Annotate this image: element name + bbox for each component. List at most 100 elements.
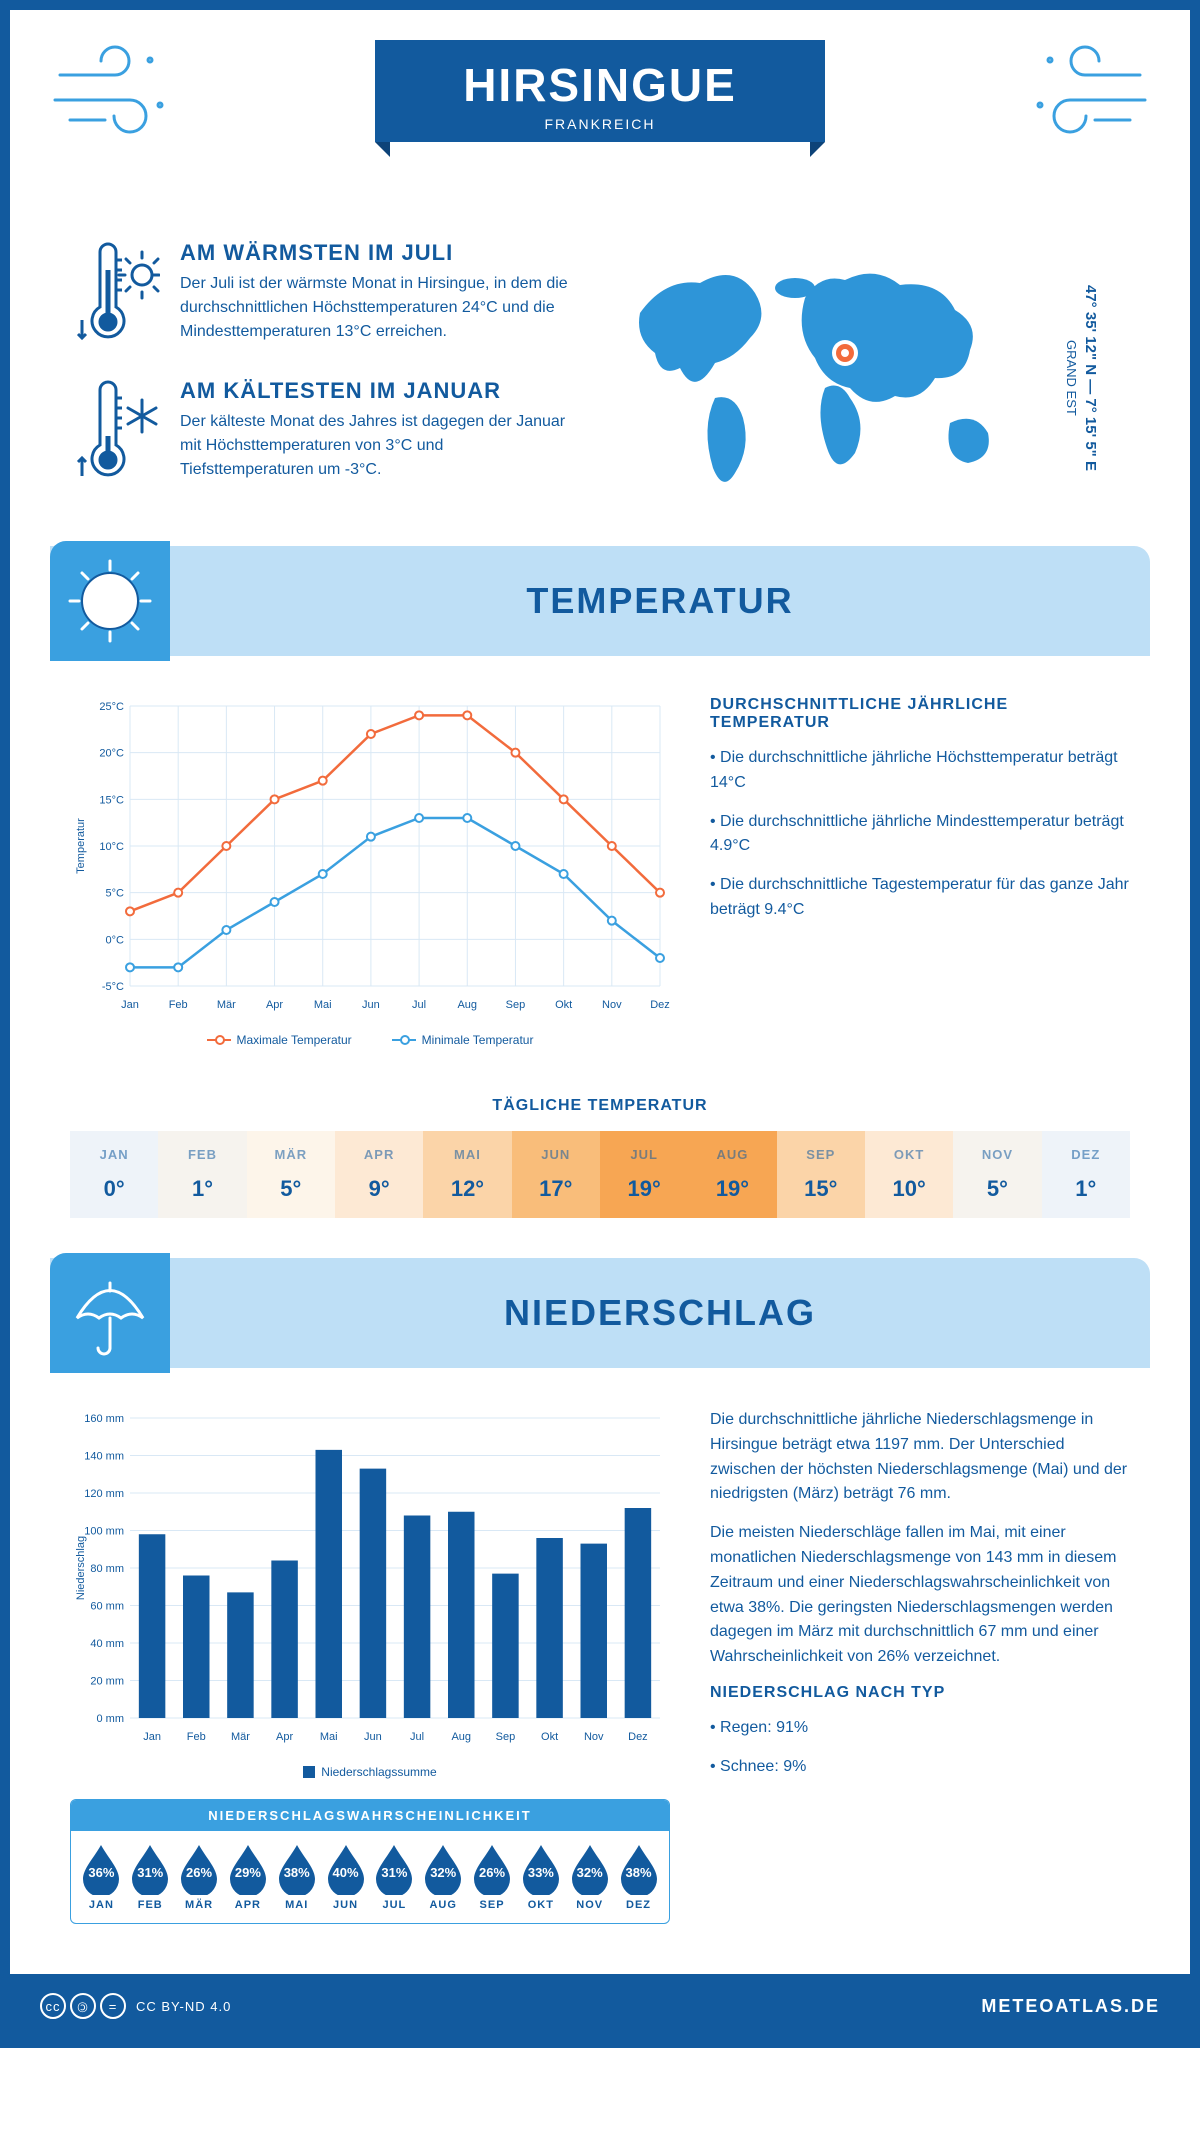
thermometer-cold-icon	[70, 378, 160, 488]
warmest-block: AM WÄRMSTEN IM JULI Der Juli ist der wär…	[70, 240, 580, 350]
svg-text:Jul: Jul	[410, 1731, 424, 1743]
prob-drop: 31%FEB	[126, 1843, 174, 1911]
svg-text:Niederschlag: Niederschlag	[75, 1536, 87, 1600]
footer: cc🄯= CC BY-ND 4.0 METEOATLAS.DE	[10, 1974, 1190, 2038]
country-subtitle: FRANKREICH	[375, 116, 825, 132]
svg-text:Dez: Dez	[628, 1731, 648, 1743]
svg-text:Nov: Nov	[584, 1731, 604, 1743]
daily-cell: MAI12°	[423, 1131, 511, 1218]
location-title: HIRSINGUE	[375, 58, 825, 112]
daily-cell: JUL19°	[600, 1131, 688, 1218]
precip-section-header: NIEDERSCHLAG	[50, 1258, 1150, 1368]
daily-cell: NOV5°	[953, 1131, 1041, 1218]
svg-text:Mai: Mai	[320, 1731, 338, 1743]
daily-cell: FEB1°	[158, 1131, 246, 1218]
svg-text:Jul: Jul	[412, 999, 426, 1011]
svg-text:15°C: 15°C	[99, 794, 124, 806]
prob-drop: 38%DEZ	[615, 1843, 663, 1911]
svg-text:160 mm: 160 mm	[84, 1413, 124, 1425]
world-map-icon	[620, 258, 1050, 498]
summary-row: AM WÄRMSTEN IM JULI Der Juli ist der wär…	[10, 210, 1190, 546]
temp-body: -5°C 0°C 5°C 10°C 15°C 20°C 25°C Jan Feb Mär Apr Ma…	[10, 676, 1190, 1067]
daily-cell: APR9°	[335, 1131, 423, 1218]
precip-body: 0 mm20 mm40 mm60 mm80 mm100 mm120 mm140 …	[10, 1388, 1190, 1944]
precipitation-bar-chart: 0 mm20 mm40 mm60 mm80 mm100 mm120 mm140 …	[70, 1408, 670, 1748]
svg-text:Feb: Feb	[187, 1731, 206, 1743]
daily-cell: MÄR5°	[247, 1131, 335, 1218]
infographic-page: HIRSINGUE FRANKREICH AM WÄRMSTEN IM JULI	[0, 0, 1200, 2048]
svg-text:Feb: Feb	[169, 999, 188, 1011]
temp-section-title: TEMPERATUR	[170, 580, 1150, 622]
temperature-line-chart: -5°C 0°C 5°C 10°C 15°C 20°C 25°C Jan Feb Mär Apr Ma…	[70, 696, 670, 1016]
wind-icon	[1020, 45, 1150, 145]
daily-temp-title: TÄGLICHE TEMPERATUR	[10, 1097, 1190, 1115]
svg-text:Jun: Jun	[364, 1731, 382, 1743]
warmest-title: AM WÄRMSTEN IM JULI	[180, 240, 580, 266]
daily-cell: SEP15°	[777, 1131, 865, 1218]
brand: METEOATLAS.DE	[981, 1996, 1160, 2017]
svg-text:10°C: 10°C	[99, 841, 124, 853]
daily-cell: JAN0°	[70, 1131, 158, 1218]
svg-text:Aug: Aug	[451, 1731, 471, 1743]
coldest-block: AM KÄLTESTEN IM JANUAR Der kälteste Mona…	[70, 378, 580, 488]
daily-temp-table: JAN0°FEB1°MÄR5°APR9°MAI12°JUN17°JUL19°AU…	[70, 1131, 1130, 1218]
temp-summary-text: DURCHSCHNITTLICHE JÄHRLICHE TEMPERATUR •…	[710, 696, 1130, 1047]
svg-text:100 mm: 100 mm	[84, 1526, 124, 1538]
svg-text:5°C: 5°C	[106, 888, 125, 900]
svg-text:Dez: Dez	[650, 999, 670, 1011]
warmest-text: Der Juli ist der wärmste Monat in Hirsin…	[180, 272, 580, 344]
svg-text:Apr: Apr	[276, 1731, 293, 1743]
svg-text:Sep: Sep	[506, 999, 526, 1011]
svg-text:Apr: Apr	[266, 999, 283, 1011]
precip-summary-text: Die durchschnittliche jährliche Niedersc…	[710, 1408, 1130, 1924]
temp-chart-legend: Maximale Temperatur Minimale Temperatur	[70, 1033, 670, 1047]
svg-text:20°C: 20°C	[99, 748, 124, 760]
svg-text:120 mm: 120 mm	[84, 1488, 124, 1500]
precip-section-title: NIEDERSCHLAG	[170, 1292, 1150, 1334]
svg-text:140 mm: 140 mm	[84, 1451, 124, 1463]
svg-text:25°C: 25°C	[99, 701, 124, 713]
svg-text:Mär: Mär	[217, 999, 236, 1011]
svg-text:0 mm: 0 mm	[97, 1713, 125, 1725]
coldest-text: Der kälteste Monat des Jahres ist dagege…	[180, 410, 580, 482]
svg-text:Temperatur: Temperatur	[75, 818, 87, 874]
thermometer-hot-icon	[70, 240, 160, 350]
prob-drop: 38%MAI	[273, 1843, 321, 1911]
svg-text:Okt: Okt	[541, 1731, 558, 1743]
prob-drop: 40%JUN	[322, 1843, 370, 1911]
svg-text:Sep: Sep	[496, 1731, 516, 1743]
prob-drop: 32%NOV	[566, 1843, 614, 1911]
coldest-title: AM KÄLTESTEN IM JANUAR	[180, 378, 580, 404]
daily-cell: JUN17°	[512, 1131, 600, 1218]
svg-text:80 mm: 80 mm	[90, 1563, 124, 1575]
prob-drop: 31%JUL	[370, 1843, 418, 1911]
precip-chart-legend: Niederschlagssumme	[70, 1765, 670, 1779]
map-block: 47° 35' 12" N — 7° 15' 5" EGRAND EST	[620, 240, 1130, 516]
prob-drop: 26%MÄR	[175, 1843, 223, 1911]
prob-drop: 29%APR	[224, 1843, 272, 1911]
prob-title: NIEDERSCHLAGSWAHRSCHEINLICHKEIT	[71, 1800, 669, 1831]
daily-cell: AUG19°	[688, 1131, 776, 1218]
header: HIRSINGUE FRANKREICH	[10, 10, 1190, 210]
coordinates: 47° 35' 12" N — 7° 15' 5" EGRAND EST	[1062, 285, 1101, 471]
svg-text:Mär: Mär	[231, 1731, 250, 1743]
svg-text:Okt: Okt	[555, 999, 572, 1011]
svg-text:Mai: Mai	[314, 999, 332, 1011]
prob-drop: 26%SEP	[468, 1843, 516, 1911]
precip-probability-box: NIEDERSCHLAGSWAHRSCHEINLICHKEIT 36%JAN 3…	[70, 1799, 670, 1924]
svg-text:Jan: Jan	[121, 999, 139, 1011]
temp-section-header: TEMPERATUR	[50, 546, 1150, 656]
daily-cell: DEZ1°	[1042, 1131, 1130, 1218]
svg-text:0°C: 0°C	[106, 934, 125, 946]
license: cc🄯= CC BY-ND 4.0	[40, 1993, 231, 2019]
svg-text:Jan: Jan	[143, 1731, 161, 1743]
svg-text:40 mm: 40 mm	[90, 1638, 124, 1650]
svg-text:Nov: Nov	[602, 999, 622, 1011]
svg-text:Jun: Jun	[362, 999, 380, 1011]
umbrella-icon	[50, 1253, 170, 1373]
prob-drop: 33%OKT	[517, 1843, 565, 1911]
prob-drop: 36%JAN	[77, 1843, 125, 1911]
wind-icon	[50, 45, 180, 145]
svg-text:-5°C: -5°C	[102, 981, 124, 993]
svg-text:20 mm: 20 mm	[90, 1676, 124, 1688]
